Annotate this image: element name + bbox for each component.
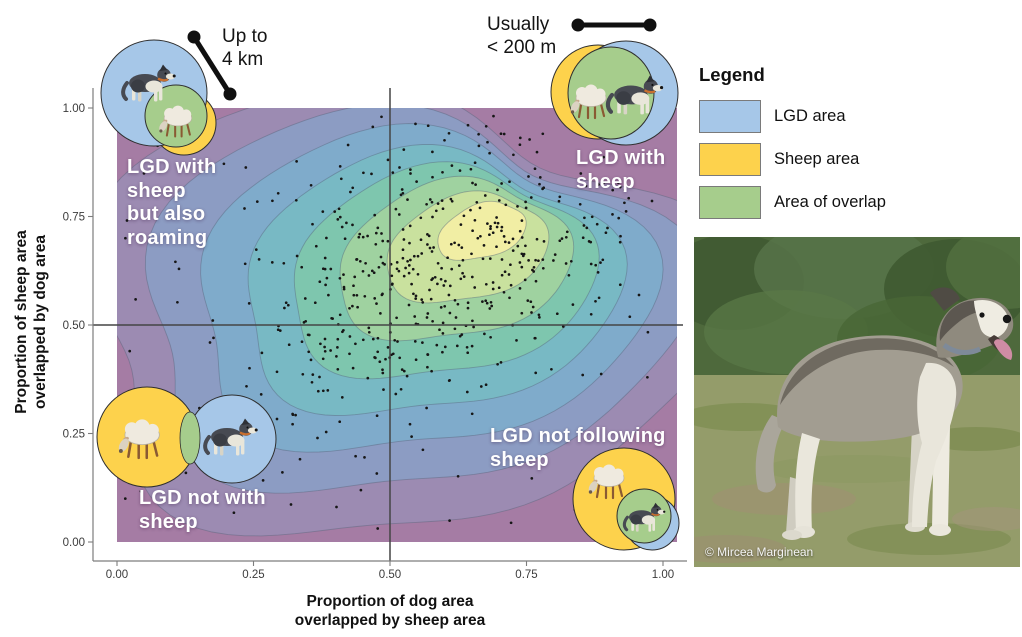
venn-layer xyxy=(96,39,680,551)
distance-note-up-to-4km: Up to 4 km xyxy=(222,26,268,70)
annotation-top-left: LGD with sheep but also roaming xyxy=(127,156,217,249)
x-axis-title: Proportion of dog area overlapped by she… xyxy=(294,593,486,629)
photo-credit: © Mircea Marginean xyxy=(705,545,814,559)
venn-top-left xyxy=(100,39,217,156)
annotation-bottom-right: LGD not following sheep xyxy=(490,425,666,471)
lgd-photo-art xyxy=(664,219,1022,567)
distance-line-long xyxy=(187,30,237,101)
x-tick-label: 0.25 xyxy=(242,569,264,581)
y-axis-title: Proportion of sheep area overlapped by d… xyxy=(13,230,49,414)
venn-bottom-right xyxy=(572,447,680,551)
x-tick-label: 1.00 xyxy=(652,569,674,581)
overlap-area-circle xyxy=(567,46,655,140)
legend-item-label: Area of overlap xyxy=(774,193,886,211)
legend-title: Legend xyxy=(699,64,765,85)
y-tick-label: 0.50 xyxy=(63,320,85,332)
axis-ticks: 0.00 0.25 0.50 0.75 1.00 0.00 0.25 0.50 0.75 1.00 xyxy=(63,103,675,581)
scatter-points xyxy=(122,114,654,530)
overlap-area-swatch xyxy=(699,186,761,219)
legend-item-overlap-area: Area of overlap xyxy=(699,186,999,219)
venn-bottom-left xyxy=(96,386,277,488)
y-tick-label: 1.00 xyxy=(63,103,85,115)
x-tick-label: 0.50 xyxy=(379,569,401,581)
y-tick-label: 0.25 xyxy=(63,429,85,441)
y-tick-label: 0.75 xyxy=(63,212,85,224)
legend-item-lgd-area: LGD area xyxy=(699,100,999,133)
photo-dog xyxy=(755,287,1014,540)
lgd-area-swatch xyxy=(699,100,761,133)
overlap-area-circle xyxy=(179,411,201,465)
x-tick-label: 0.75 xyxy=(515,569,537,581)
venn-top-right xyxy=(550,40,679,146)
distance-line-short xyxy=(571,18,657,32)
sheep-area-swatch xyxy=(699,143,761,176)
legend-item-sheep-area: Sheep area xyxy=(699,143,999,176)
y-tick-label: 0.00 xyxy=(63,537,85,549)
distance-note-under-200m: Usually < 200 m xyxy=(487,14,557,58)
legend: Legend LGD area Sheep area Area of overl… xyxy=(699,64,999,229)
annotation-bottom-left: LGD not with sheep xyxy=(139,487,266,533)
legend-item-label: Sheep area xyxy=(774,150,860,168)
x-tick-label: 0.00 xyxy=(106,569,128,581)
legend-item-label: LGD area xyxy=(774,107,846,125)
lgd-photo: © Mircea Marginean xyxy=(664,219,1022,567)
annotation-top-right: LGD with sheep xyxy=(576,147,666,193)
